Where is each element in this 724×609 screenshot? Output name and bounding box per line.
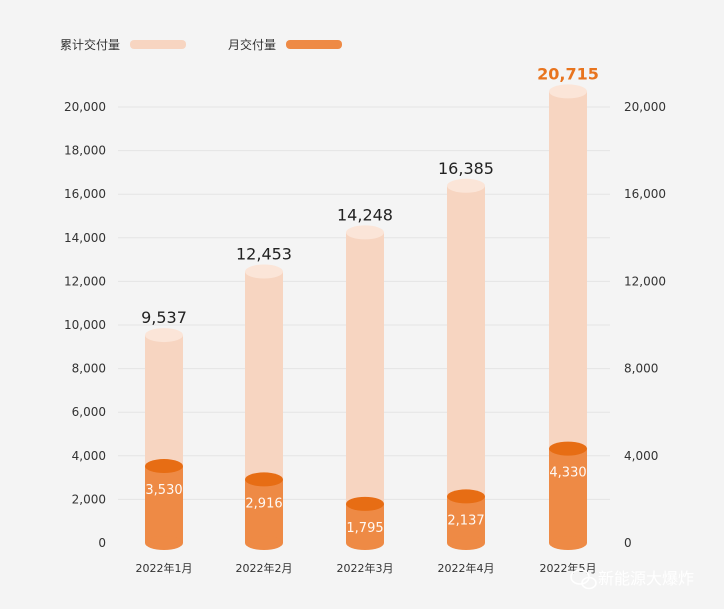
- legend-monthly-swatch: [286, 40, 342, 49]
- left-axis-tick-label: 0: [98, 536, 106, 550]
- category-label: 2022年2月: [236, 561, 293, 575]
- right-axis-tick-label: 16,000: [624, 187, 666, 201]
- wechat-icon: [570, 569, 597, 590]
- cumulative-bar: [346, 232, 384, 543]
- right-axis-tick-label: 4,000: [624, 449, 658, 463]
- cumulative-value-label: 14,248: [337, 205, 393, 224]
- legend-cumulative-label: 累计交付量: [60, 37, 120, 52]
- monthly-bar: [447, 496, 485, 543]
- left-axis-tick-label: 12,000: [64, 274, 106, 288]
- monthly-bar: [549, 448, 587, 543]
- left-axis-tick-label: 20,000: [64, 100, 106, 114]
- monthly-bar: [145, 466, 183, 543]
- watermark: 新能源大爆炸: [570, 569, 694, 590]
- category-label: 2022年1月: [136, 561, 193, 575]
- cumulative-bar-cap: [145, 328, 183, 343]
- left-axis-tick-label: 8,000: [72, 362, 106, 376]
- monthly-bar-base: [145, 536, 183, 550]
- left-axis: 0 2,000 4,000 6,000 8,000 10,000 12,000 14,000 1…: [64, 100, 106, 550]
- right-axis: 0 4,000 8,000 12,000 16,000 20,000: [624, 100, 666, 550]
- cumulative-bar-cap: [346, 225, 384, 240]
- monthly-value-label: 4,330: [549, 466, 586, 481]
- left-axis-tick-label: 2,000: [72, 492, 106, 506]
- monthly-value-label: 3,530: [145, 483, 182, 498]
- left-axis-tick-label: 18,000: [64, 144, 106, 158]
- legend: 累计交付量 月交付量: [60, 37, 342, 52]
- monthly-bar-cap: [145, 459, 183, 474]
- left-axis-tick-label: 6,000: [72, 405, 106, 419]
- cumulative-value-label: 12,453: [236, 245, 292, 264]
- value-labels: 9,537 3,530 12,453 2,916 14,248 1,795 16,385 2,…: [141, 64, 599, 535]
- category-labels: 2022年1月 2022年2月 2022年3月 2022年4月 2022年5月: [136, 561, 597, 575]
- monthly-bar-cap: [346, 496, 384, 511]
- cumulative-bar: [447, 185, 485, 543]
- right-axis-tick-label: 20,000: [624, 100, 666, 114]
- monthly-value-label: 2,137: [447, 513, 484, 528]
- monthly-bar-cap: [245, 472, 283, 487]
- category-label: 2022年3月: [337, 561, 394, 575]
- monthly-value-label: 2,916: [245, 496, 282, 511]
- monthly-bar-cap: [447, 489, 485, 504]
- bars: [145, 84, 587, 550]
- cumulative-bar-cap: [447, 178, 485, 193]
- monthly-bar-cap: [549, 441, 587, 456]
- cumulative-bar-cap: [245, 264, 283, 279]
- monthly-bar: [245, 479, 283, 543]
- cumulative-value-label: 16,385: [438, 159, 494, 178]
- category-label: 2022年4月: [438, 561, 495, 575]
- right-axis-tick-label: 0: [624, 536, 632, 550]
- left-axis-tick-label: 16,000: [64, 187, 106, 201]
- watermark-text: 新能源大爆炸: [598, 569, 694, 588]
- monthly-bar-base: [549, 536, 587, 550]
- legend-cumulative-swatch: [130, 40, 186, 49]
- cumulative-value-label: 20,715: [537, 64, 599, 83]
- monthly-bar-base: [245, 536, 283, 550]
- left-axis-tick-label: 14,000: [64, 231, 106, 245]
- left-axis-tick-label: 4,000: [72, 449, 106, 463]
- legend-monthly-label: 月交付量: [228, 37, 276, 52]
- cumulative-value-label: 9,537: [141, 308, 187, 327]
- monthly-value-label: 1,795: [346, 521, 383, 536]
- monthly-bar-base: [447, 536, 485, 550]
- cumulative-bar-cap: [549, 84, 587, 99]
- right-axis-tick-label: 12,000: [624, 274, 666, 288]
- monthly-bar-base: [346, 536, 384, 550]
- category-label: 2022年5月: [540, 561, 597, 575]
- right-axis-tick-label: 8,000: [624, 362, 658, 376]
- left-axis-tick-label: 10,000: [64, 318, 106, 332]
